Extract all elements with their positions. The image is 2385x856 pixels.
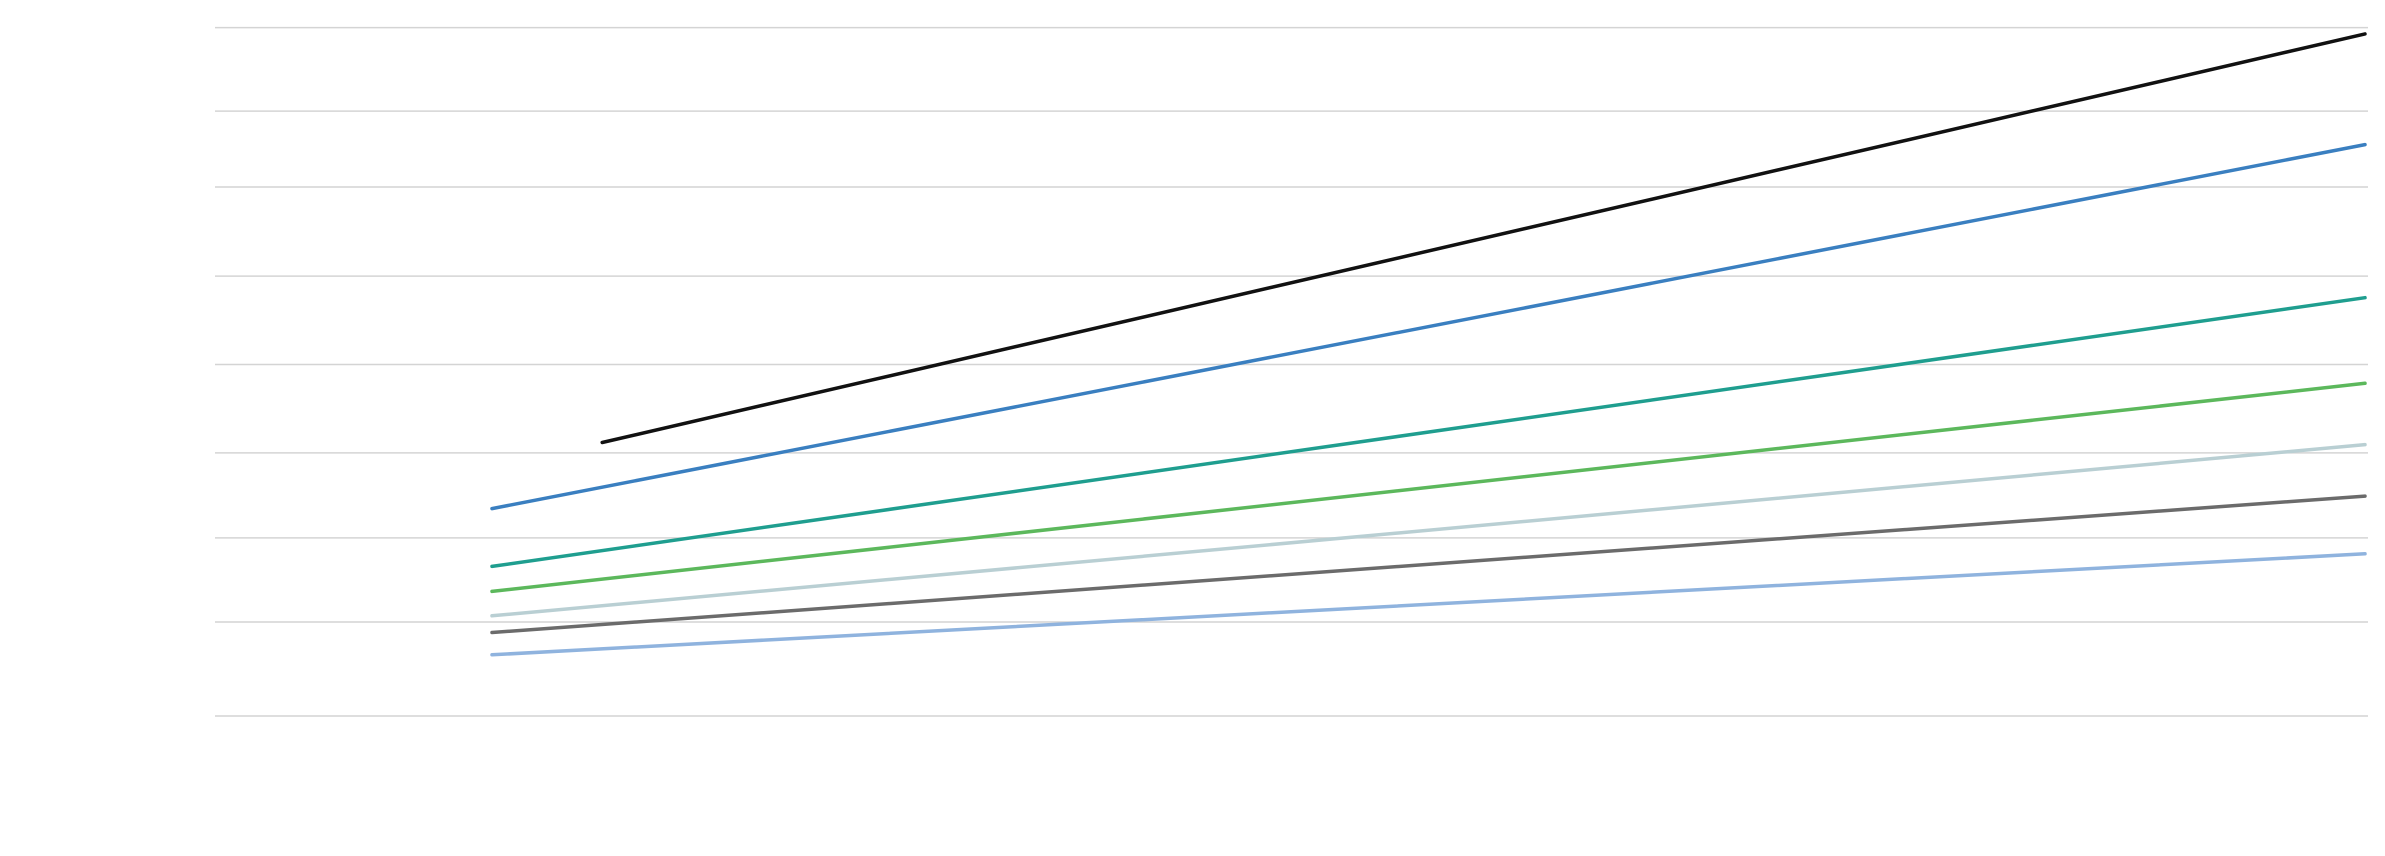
series-line-3 (490, 295, 2367, 569)
series-line-6 (490, 494, 2367, 635)
series-line-5 (490, 442, 2367, 618)
series-line-2 (490, 142, 2367, 511)
series-lines (490, 32, 2367, 657)
series-line-1 (600, 32, 2367, 445)
gridlines (215, 26, 2368, 717)
series-line-7 (490, 552, 2367, 657)
series-line-4 (490, 381, 2367, 594)
